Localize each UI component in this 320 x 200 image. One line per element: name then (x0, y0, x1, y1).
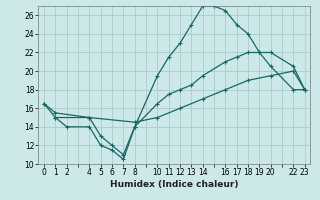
X-axis label: Humidex (Indice chaleur): Humidex (Indice chaleur) (110, 180, 239, 189)
